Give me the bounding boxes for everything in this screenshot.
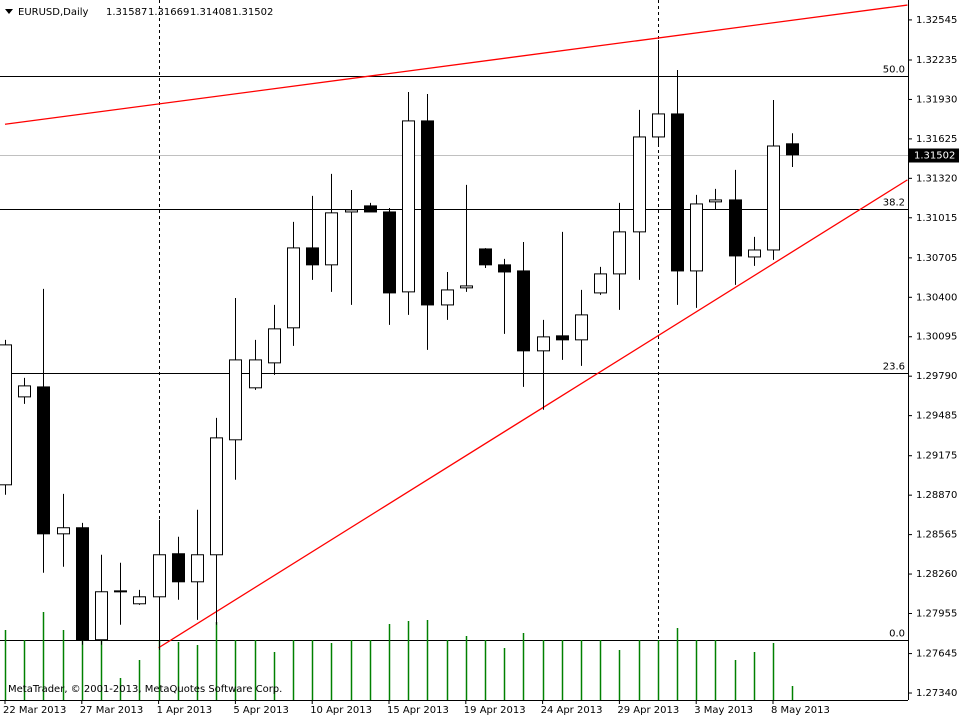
x-tick-label: 24 Apr 2013 — [541, 705, 603, 716]
y-tick-label: 1.29175 — [916, 451, 957, 462]
candle-body — [594, 273, 607, 294]
y-tick-label: 1.31320 — [916, 173, 957, 184]
candle-body — [249, 359, 262, 389]
y-tick-label: 1.30095 — [916, 332, 957, 343]
candle-body — [37, 386, 50, 535]
y-tick-label: 1.27340 — [916, 688, 957, 699]
candle-body — [95, 591, 108, 641]
y-tick-label: 1.30400 — [916, 292, 957, 303]
fibo-label: 23.6 — [883, 362, 905, 373]
y-tick-label: 1.32545 — [916, 15, 957, 26]
fibo-label: 0.0 — [889, 629, 905, 640]
y-tick-label: 1.29485 — [916, 411, 957, 422]
fibo-label: 38.2 — [883, 198, 905, 209]
ohlc-low: 1.31408 — [190, 7, 231, 18]
candle-body — [671, 113, 684, 272]
y-tick-label: 1.31930 — [916, 94, 957, 105]
candle-body — [133, 596, 146, 605]
y-tick-label: 1.32235 — [916, 55, 957, 66]
x-tick-label: 22 Mar 2013 — [3, 705, 66, 716]
y-tick-label: 1.29790 — [916, 371, 957, 382]
candle-body — [57, 527, 70, 535]
candle-body — [114, 590, 127, 593]
y-tick-label: 1.30705 — [916, 253, 957, 264]
x-tick-label: 29 Apr 2013 — [617, 705, 679, 716]
candle-body — [613, 231, 626, 275]
menu-triangle — [5, 9, 13, 14]
x-tick-label: 10 Apr 2013 — [310, 705, 372, 716]
candle-body — [709, 199, 722, 203]
candle-body — [690, 203, 703, 272]
candle-body — [441, 289, 454, 306]
candle-body — [460, 285, 473, 289]
candle-body — [402, 120, 415, 293]
candle-body — [210, 437, 223, 556]
candle-body — [517, 270, 530, 352]
candle-body — [383, 211, 396, 294]
candle-body — [575, 314, 588, 341]
x-tick-label: 1 Apr 2013 — [157, 705, 212, 716]
candle-body — [0, 344, 12, 486]
candle-body — [345, 209, 358, 213]
ohlc-high: 1.31669 — [148, 7, 189, 18]
price-tag — [909, 148, 959, 163]
ohlc-close: 1.31502 — [232, 7, 273, 18]
y-tick-label: 1.28260 — [916, 569, 957, 580]
ohlc-open: 1.31587 — [106, 7, 147, 18]
price-tag-label: 1.31502 — [914, 151, 955, 162]
candle-body — [364, 205, 377, 213]
candle-body — [537, 336, 550, 352]
x-tick-label: 5 Apr 2013 — [233, 705, 288, 716]
candle-body — [191, 554, 204, 583]
fibo-label: 50.0 — [883, 65, 905, 76]
x-tick-label: 3 May 2013 — [694, 705, 753, 716]
candle-body — [652, 113, 665, 138]
candle-body — [18, 385, 31, 398]
candle-body — [325, 212, 338, 266]
candle-body — [556, 335, 569, 341]
plot: 50.0 38.2 23.6 0.0 — [0, 0, 908, 700]
candle-body — [633, 136, 646, 233]
candle-body — [287, 247, 300, 329]
candle-body — [172, 553, 185, 583]
candle-body — [786, 143, 799, 156]
candle-body — [748, 249, 761, 258]
y-tick-label: 1.31625 — [916, 134, 957, 145]
candle-body — [498, 264, 511, 273]
x-tick-label: 27 Mar 2013 — [80, 705, 143, 716]
trendline — [158, 179, 908, 649]
candle-body — [229, 359, 242, 441]
candle-body — [729, 199, 742, 257]
y-tick-label: 1.28565 — [916, 530, 957, 541]
x-tick-label: 8 May 2013 — [771, 705, 830, 716]
y-tick-label: 1.27955 — [916, 608, 957, 619]
x-tick-label: 19 Apr 2013 — [464, 705, 526, 716]
y-tick-label: 1.31015 — [916, 213, 957, 224]
candle-body — [76, 527, 89, 641]
copyright: MetaTrader, © 2001-2013, MetaQuotes Soft… — [8, 684, 282, 695]
candle-body — [268, 328, 281, 364]
y-tick-label: 1.28870 — [916, 490, 957, 501]
symbol-title: EURUSD,Daily — [18, 7, 89, 18]
trendline — [4, 4, 908, 125]
candle-body — [479, 248, 492, 266]
candle-body — [421, 120, 434, 306]
candle-body — [153, 554, 166, 598]
candle-body — [306, 247, 319, 266]
y-tick-label: 1.27645 — [916, 649, 957, 660]
x-tick-label: 15 Apr 2013 — [387, 705, 449, 716]
candle-body — [767, 145, 780, 251]
